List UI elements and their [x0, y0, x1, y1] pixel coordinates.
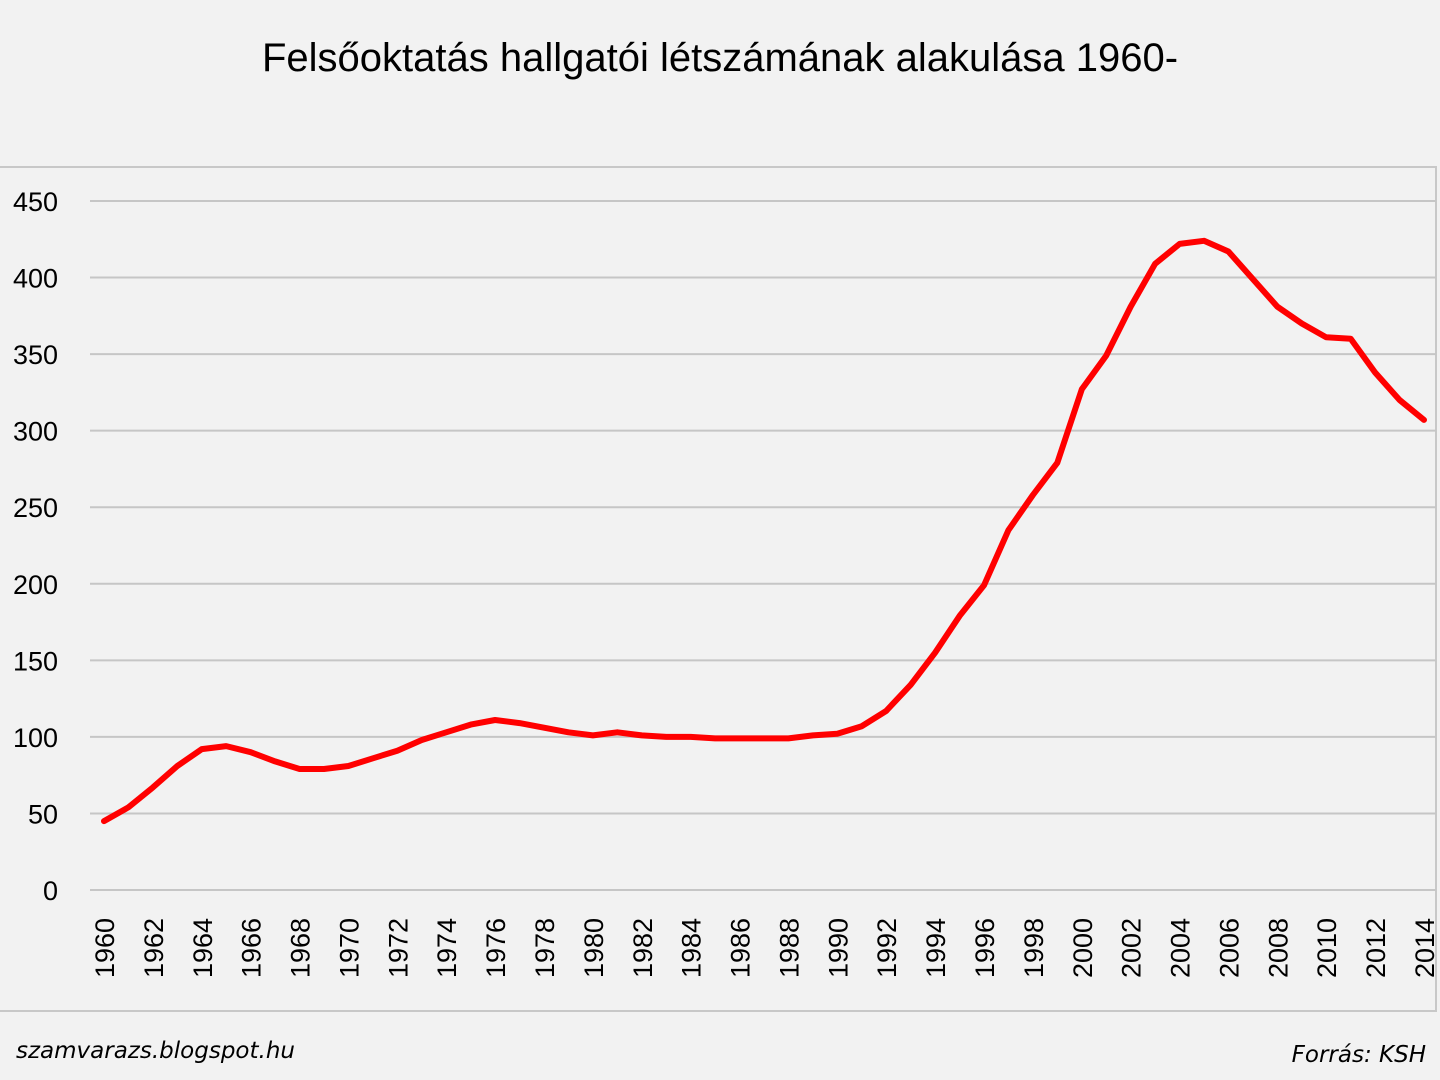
x-tick-label: 2002: [1117, 918, 1147, 978]
x-tick-label: 1982: [628, 918, 658, 978]
gridlines: [90, 200, 1436, 891]
x-tick-label: 1990: [823, 918, 853, 978]
x-tick-label: 1992: [872, 918, 902, 978]
chart-frame: [0, 166, 1437, 1012]
x-tick-label: 1986: [726, 918, 756, 978]
x-tick-label: 1968: [286, 918, 316, 978]
x-tick-label: 2006: [1214, 918, 1244, 978]
data-source-label: Forrás: KSH: [1291, 1042, 1426, 1068]
x-tick-label: 2008: [1263, 918, 1293, 978]
x-tick-label: 1974: [432, 918, 462, 978]
y-tick-label: 100: [13, 723, 58, 753]
x-tick-label: 1994: [921, 918, 951, 978]
x-tick-label: 1996: [970, 918, 1000, 978]
y-tick-label: 250: [13, 493, 58, 523]
y-tick-label: 400: [13, 264, 58, 294]
y-tick-label: 0: [43, 876, 58, 906]
blog-source-label: szamvarazs.blogspot.hu: [16, 1038, 295, 1064]
x-tick-label: 1980: [579, 918, 609, 978]
x-tick-label: 1976: [481, 918, 511, 978]
x-axis-ticks: 1960 1962 1964 1966 1968 1970 1972 1974 1976 1978…: [90, 918, 1440, 978]
x-tick-label: 2014: [1410, 918, 1440, 978]
y-tick-label: 150: [13, 646, 58, 676]
x-tick-label: 1962: [139, 918, 169, 978]
x-tick-label: 2000: [1068, 918, 1098, 978]
x-tick-label: 1972: [383, 918, 413, 978]
x-tick-label: 2012: [1361, 918, 1391, 978]
x-tick-label: 1960: [90, 918, 120, 978]
y-tick-label: 50: [28, 799, 58, 829]
x-tick-label: 1970: [334, 918, 364, 978]
y-tick-label: 300: [13, 417, 58, 447]
series-line-0: [101, 237, 1427, 825]
chart-title: Felsőoktatás hallgatói létszámának alaku…: [261, 36, 1179, 80]
y-tick-label: 350: [13, 340, 58, 370]
x-tick-label: 1988: [774, 918, 804, 978]
x-tick-label: 2010: [1312, 918, 1342, 978]
series-layer: [101, 237, 1427, 825]
y-tick-label: 450: [13, 187, 58, 217]
x-tick-label: 1984: [677, 918, 707, 978]
y-axis-ticks: 0 50 100 150 200 250 300 350 400 450: [13, 187, 58, 906]
x-tick-label: 1998: [1019, 918, 1049, 978]
x-tick-label: 1964: [188, 918, 218, 978]
x-tick-label: 1966: [237, 918, 267, 978]
x-tick-label: 2004: [1166, 918, 1196, 978]
x-tick-label: 1978: [530, 918, 560, 978]
y-tick-label: 200: [13, 570, 58, 600]
